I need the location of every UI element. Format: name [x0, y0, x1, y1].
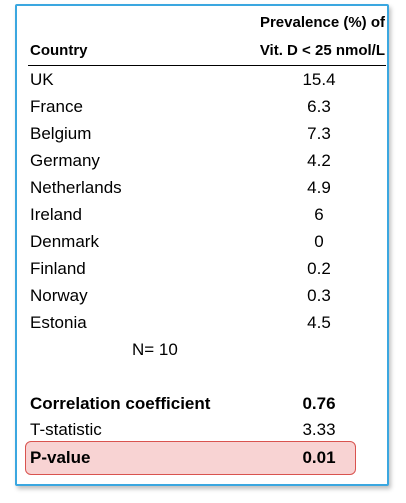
country-cell: Finland — [30, 259, 86, 278]
prevalence-cell: 15.4 — [302, 70, 336, 89]
prevalence-cell: 4.9 — [307, 178, 331, 197]
prevalence-cell: 4.5 — [307, 313, 331, 332]
table-row: Estonia 4.5 — [30, 313, 360, 340]
table-row: Ireland 6 — [30, 205, 360, 232]
correlation-row: Correlation coefficient 0.76 — [30, 394, 360, 421]
t-statistic-row: T-statistic 3.33 — [30, 420, 360, 447]
table-row: Denmark 0 — [30, 232, 360, 259]
table-row: France 6.3 — [30, 97, 360, 124]
sample-size-label: N= 10 — [132, 340, 178, 359]
country-header: Country — [30, 42, 88, 59]
country-cell: Norway — [30, 286, 88, 305]
country-cell: Netherlands — [30, 178, 122, 197]
prevalence-header-line1: Prevalence (%) of — [259, 14, 385, 31]
t-statistic-value: 3.33 — [302, 420, 336, 439]
table-row: Finland 0.2 — [30, 259, 360, 286]
prevalence-cell: 0 — [314, 232, 324, 251]
country-cell: Belgium — [30, 124, 92, 143]
prevalence-cell: 7.3 — [307, 124, 331, 143]
correlation-label: Correlation coefficient — [30, 394, 211, 413]
table-row: Belgium 7.3 — [30, 124, 360, 151]
prevalence-cell: 6 — [314, 205, 324, 224]
prevalence-cell: 0.2 — [307, 259, 331, 278]
country-cell: Denmark — [30, 232, 99, 251]
t-statistic-label: T-statistic — [30, 420, 102, 439]
prevalence-cell: 4.2 — [307, 151, 331, 170]
p-value-label: P-value — [30, 448, 91, 467]
table-row: Norway 0.3 — [30, 286, 360, 313]
table-row: UK 15.4 — [30, 70, 360, 97]
country-cell: UK — [30, 70, 54, 89]
correlation-value: 0.76 — [302, 394, 336, 413]
p-value-highlight — [25, 441, 356, 475]
table-frame — [15, 4, 389, 486]
prevalence-header-line2: Vit. D < 25 nmol/L — [259, 42, 385, 59]
country-cell: Estonia — [30, 313, 87, 332]
prevalence-cell: 6.3 — [307, 97, 331, 116]
table-row: Netherlands 4.9 — [30, 178, 360, 205]
header-divider — [28, 65, 386, 66]
country-cell: France — [30, 97, 83, 116]
p-value-row: P-value 0.01 — [30, 448, 360, 475]
prevalence-cell: 0.3 — [307, 286, 331, 305]
table-row: Germany 4.2 — [30, 151, 360, 178]
country-cell: Germany — [30, 151, 100, 170]
p-value-value: 0.01 — [302, 448, 336, 467]
country-cell: Ireland — [30, 205, 82, 224]
